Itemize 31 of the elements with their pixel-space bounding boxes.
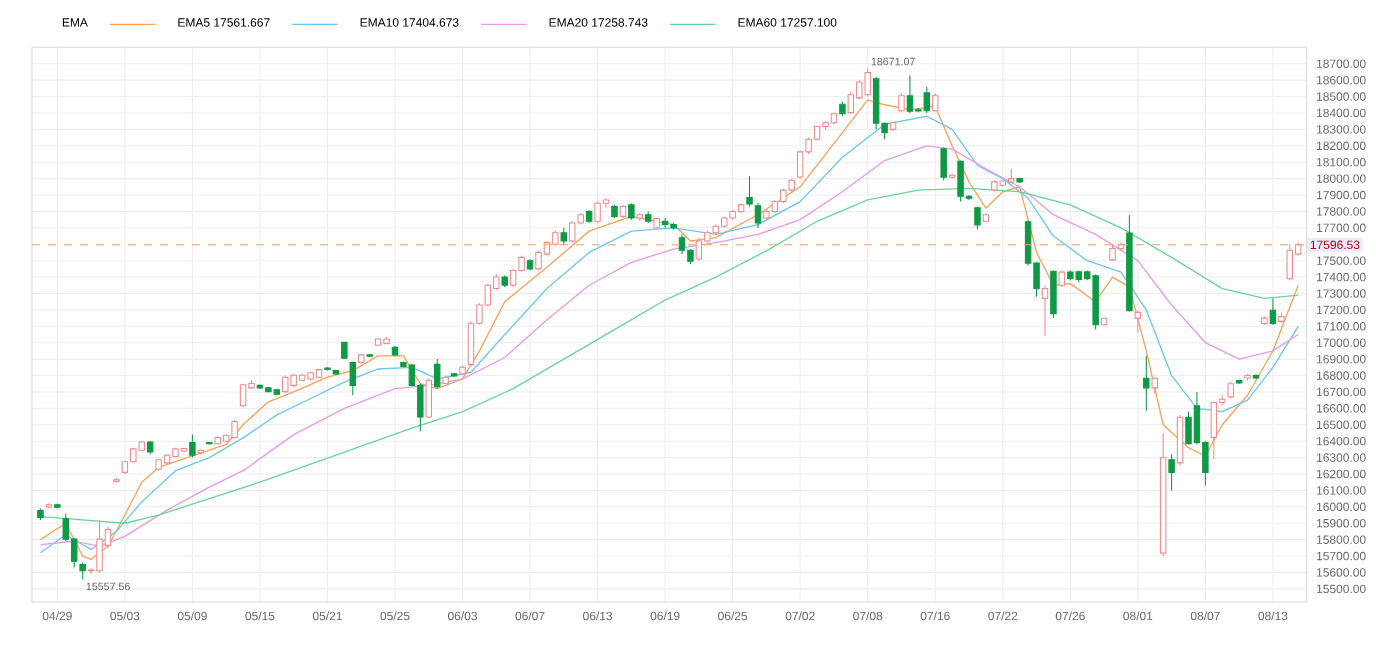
- candlestick: [898, 92, 905, 113]
- candlestick: [349, 361, 357, 396]
- line-series: [39, 187, 1299, 524]
- candlestick: [678, 233, 686, 255]
- candlestick: [1176, 414, 1184, 467]
- candlestick: [189, 434, 196, 459]
- candlestick: [1050, 269, 1057, 319]
- candlestick: [535, 250, 542, 272]
- candlestick: [940, 146, 947, 181]
- candlestick: [96, 519, 103, 573]
- candlestick: [1269, 297, 1277, 326]
- candlestick: [923, 86, 931, 114]
- candlestick: [1041, 284, 1049, 337]
- candlestick: [872, 76, 880, 130]
- candlestick: [1168, 453, 1175, 491]
- candlestick: [695, 237, 703, 262]
- candlestick: [754, 202, 762, 229]
- candlestick: [569, 220, 576, 244]
- candlestick: [594, 201, 601, 224]
- candlestick: [1134, 310, 1142, 334]
- candlestick: [1210, 401, 1218, 460]
- candlestick: [957, 160, 964, 203]
- candlestick: [1143, 355, 1150, 412]
- candlestick: [864, 67, 871, 98]
- candlestick: [1185, 411, 1192, 445]
- candlestick: [906, 74, 914, 114]
- candlestick: [1286, 243, 1294, 281]
- candlestick: [425, 378, 432, 419]
- candlestick: [433, 358, 441, 390]
- candlestick: [746, 175, 753, 208]
- candlestick: [231, 419, 238, 440]
